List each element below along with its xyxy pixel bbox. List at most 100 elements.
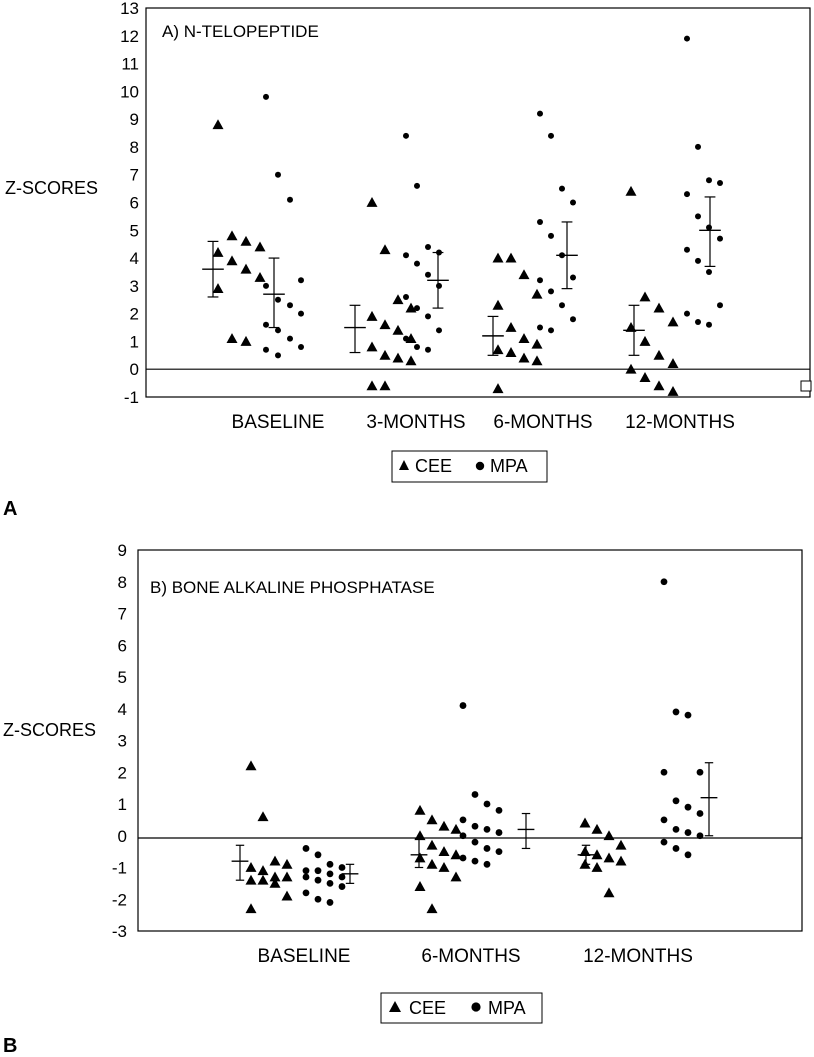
circle-marker (537, 324, 543, 331)
triangle-marker (269, 855, 281, 866)
y-tick-label: 4 (130, 249, 139, 268)
y-tick-label: 7 (118, 605, 127, 624)
triangle-marker (639, 291, 651, 302)
x-category-labels: BASELINE 3-MONTHS 6-MONTHS 12-MONTHS (232, 412, 735, 433)
circle-marker (660, 578, 668, 586)
triangle-marker (212, 283, 224, 294)
circle-marker (495, 829, 503, 836)
triangle-marker (379, 244, 391, 255)
circle-marker (436, 282, 442, 289)
y-tick-label: 1 (118, 795, 127, 814)
triangle-marker (226, 333, 238, 344)
circle-marker (263, 282, 269, 289)
circle-marker (287, 335, 293, 342)
legend-box (380, 992, 543, 1024)
y-tick-label: 11 (121, 55, 139, 74)
triangle-marker (591, 862, 603, 872)
triangle-marker (653, 349, 665, 360)
circle-marker (302, 873, 310, 881)
triangle-marker (245, 862, 257, 872)
circle-marker (414, 260, 420, 267)
circle-marker (684, 191, 690, 198)
y-tick-label: 8 (118, 573, 127, 592)
triangle-marker (531, 288, 543, 299)
triangle-marker (257, 874, 269, 885)
legend-label-cee: CEE (415, 456, 452, 476)
triangle-marker (492, 252, 504, 263)
error-bar (341, 863, 359, 884)
x-category-label: BASELINE (232, 412, 325, 433)
circle-marker (660, 768, 668, 776)
circle-marker (414, 343, 420, 350)
circle-marker (495, 848, 503, 856)
error-bar (700, 762, 718, 837)
triangle-marker (492, 299, 504, 310)
circle-marker (414, 182, 420, 189)
circle-marker (326, 870, 334, 878)
triangle-marker (379, 380, 391, 391)
circle-marker (459, 832, 467, 840)
resize-handle-icon (800, 380, 812, 392)
triangle-marker (579, 858, 591, 869)
mean-error-bars (231, 762, 718, 884)
triangle-marker (492, 383, 504, 394)
y-tick-label: 9 (118, 541, 127, 560)
error-bar (344, 304, 366, 354)
circle-marker (403, 293, 409, 300)
triangle-marker (392, 352, 404, 363)
error-bar (231, 844, 249, 881)
triangle-marker (438, 862, 450, 872)
error-bar (482, 315, 504, 356)
triangle-marker (603, 887, 615, 898)
circle-marker (559, 302, 565, 309)
circle-marker (537, 218, 543, 225)
circle-marker (684, 803, 692, 811)
circle-marker (425, 271, 431, 278)
error-bar (699, 196, 721, 268)
circle-marker (436, 249, 442, 256)
y-tick-label: 5 (130, 221, 139, 240)
y-tick-label: 9 (130, 110, 139, 129)
circle-marker (695, 318, 701, 325)
triangle-marker (257, 811, 269, 822)
triangle-marker (226, 255, 238, 266)
circle-marker (302, 889, 310, 897)
error-bar (202, 240, 224, 298)
circle-marker (403, 335, 409, 342)
circle-marker (326, 899, 334, 906)
triangle-marker (450, 849, 462, 860)
triangle-marker (591, 849, 603, 860)
circle-marker (537, 110, 543, 117)
y-tick-label: 3 (130, 277, 139, 296)
circle-marker (275, 327, 281, 334)
circle-marker (495, 806, 503, 814)
circle-marker (717, 302, 723, 309)
circle-marker (263, 93, 269, 100)
circle-marker (660, 816, 668, 824)
triangle-marker (591, 823, 603, 834)
circle-marker (706, 177, 712, 184)
panel-b-chart: B) BONE ALKALINE PHOSPHATASE Z-SCORES -3… (3, 541, 803, 1057)
circle-marker (425, 346, 431, 353)
triangle-marker (426, 814, 438, 825)
y-tick-label: 0 (118, 827, 127, 846)
triangle-marker (518, 269, 530, 280)
circle-marker (302, 845, 310, 852)
x-category-label: 6-MONTHS (421, 946, 520, 967)
triangle-marker (240, 335, 252, 346)
triangle-marker (579, 817, 591, 828)
triangle-marker (505, 252, 517, 263)
circle-marker (403, 252, 409, 259)
legend-label-mpa: MPA (490, 456, 528, 476)
triangle-marker (505, 347, 517, 357)
circle-marker (696, 810, 704, 817)
triangle-marker (615, 839, 627, 850)
triangle-marker (531, 338, 543, 349)
circle-marker (717, 235, 723, 242)
circle-marker (471, 857, 479, 865)
triangle-marker (492, 344, 504, 355)
triangle-marker (245, 760, 257, 771)
x-category-label: 12-MONTHS (625, 412, 735, 433)
triangle-marker (518, 333, 530, 344)
triangle-marker (639, 372, 651, 382)
